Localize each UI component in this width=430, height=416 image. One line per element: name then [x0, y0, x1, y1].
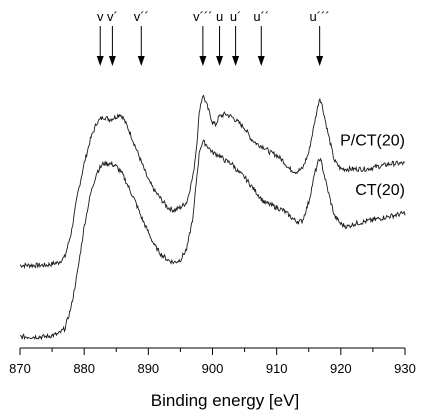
peak-arrowhead-1 — [108, 56, 116, 66]
peak-arrowhead-3 — [199, 56, 207, 66]
peak-label-0: v — [97, 9, 104, 24]
x-tick-label-870: 870 — [9, 361, 31, 376]
x-tick-label-890: 890 — [137, 361, 159, 376]
x-axis: 870 880 890 900 910 920 930 — [9, 347, 416, 376]
peak-label-4: u — [216, 9, 223, 24]
peak-arrowhead-4 — [216, 56, 224, 66]
peak-arrowhead-7 — [316, 56, 324, 66]
peak-label-6: u´´ — [253, 9, 269, 24]
peak-arrowhead-5 — [232, 56, 240, 66]
peak-label-2: v´´ — [134, 9, 149, 24]
peak-label-3: v´´´ — [193, 9, 213, 24]
peak-label-5: u´ — [230, 9, 242, 24]
peak-arrowhead-6 — [257, 56, 265, 66]
peak-arrowhead-0 — [96, 56, 104, 66]
x-tick-label-900: 900 — [202, 361, 224, 376]
x-tick-label-920: 920 — [330, 361, 352, 376]
series-line-1 — [19, 139, 406, 341]
peak-arrowhead-2 — [137, 56, 145, 66]
x-tick-label-910: 910 — [266, 361, 288, 376]
series-label-1: CT(20) — [355, 182, 405, 199]
x-axis-title: Binding energy [eV] — [151, 391, 299, 410]
x-tick-label-930: 930 — [394, 361, 416, 376]
peak-label-7: u´´´ — [310, 9, 330, 24]
plot-lines — [19, 94, 406, 341]
peak-label-1: v´ — [107, 9, 118, 24]
series-label-0: P/CT(20) — [340, 133, 405, 150]
peak-markers: v v´ v´´ v´´´ u u´ u´´ u´´´ — [96, 9, 330, 66]
series-labels: P/CT(20) CT(20) — [340, 133, 405, 200]
series-line-0 — [19, 94, 406, 270]
x-tick-label-880: 880 — [73, 361, 95, 376]
